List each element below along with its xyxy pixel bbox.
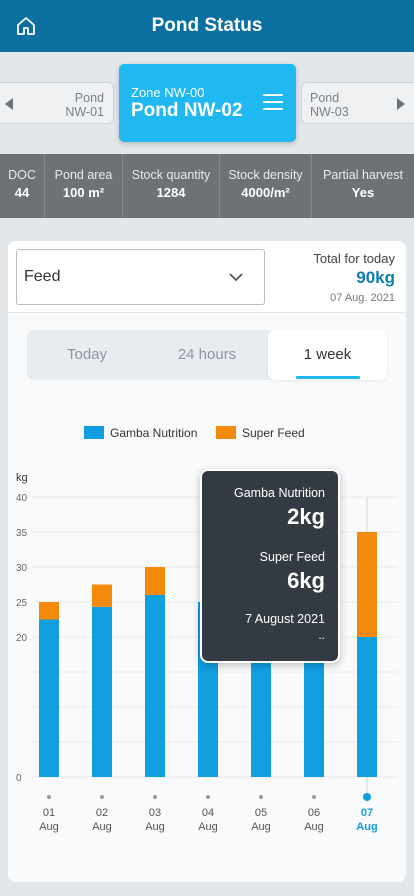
pond-name: Pond NW-02 <box>131 100 243 121</box>
stat-label: Stock density <box>228 168 303 182</box>
total-date: 07 Aug. 2021 <box>330 292 395 304</box>
stat-stock-quantity: Stock quantity 1284 <box>123 154 220 218</box>
zone-label: Zone NW-00 <box>131 85 205 100</box>
stat-value: Yes <box>351 185 375 200</box>
bar-super-feed <box>357 532 377 637</box>
tooltip-series1-value: 2kg <box>287 504 325 529</box>
x-tick-label-day: 04 <box>202 807 214 819</box>
legend-label-gamba: Gamba Nutrition <box>110 426 198 440</box>
menu-icon[interactable] <box>263 94 283 110</box>
x-tick-label-day: 01 <box>43 807 55 819</box>
y-tick-label: 35 <box>16 528 28 539</box>
x-tick-label-month: Aug <box>198 821 218 833</box>
stat-partial-harvest: Partial harvest Yes <box>312 154 414 218</box>
x-tick-label-day: 03 <box>149 807 161 819</box>
x-tick-label-day: 06 <box>308 807 320 819</box>
feed-dropdown[interactable]: Feed <box>16 249 265 305</box>
x-tick-label-month: Aug <box>92 821 112 833</box>
tab-1-week-label: 1 week <box>303 346 352 363</box>
tab-24-hours[interactable]: 24 hours <box>177 346 237 363</box>
y-tick-label: 25 <box>16 598 28 609</box>
x-tick-dot <box>153 795 157 799</box>
chevron-down-icon <box>229 273 243 282</box>
total-label: Total for today <box>313 251 395 266</box>
feed-card: Feed Total for today 90kg 07 Aug. 2021 T… <box>8 241 406 882</box>
x-tick-dot <box>259 795 263 799</box>
legend-item-super-feed: Super Feed <box>216 426 305 440</box>
bar-gamba-nutrition <box>357 637 377 777</box>
x-tick-label-month: Aug <box>304 821 324 833</box>
y-tick-label: 30 <box>16 563 28 574</box>
stat-value: 4000/m² <box>241 185 290 200</box>
tooltip-series2-value: 6kg <box>287 568 325 593</box>
tab-today[interactable]: Today <box>66 346 108 363</box>
next-pond-id: NW-03 <box>310 105 349 119</box>
y-tick-label: 20 <box>16 633 28 644</box>
feed-dropdown-value: Feed <box>24 268 61 285</box>
y-tick-label: 0 <box>16 773 22 784</box>
pond-selector: Pond NW-01 Zone NW-00 Pond NW-02 Pond NW… <box>0 52 414 154</box>
bar-gamba-nutrition <box>39 619 59 777</box>
y-axis-label: kg <box>16 472 28 484</box>
stat-value: 44 <box>14 185 30 200</box>
page-title: Pond Status <box>151 15 263 36</box>
x-tick-dot <box>363 793 371 801</box>
legend-label-super-feed: Super Feed <box>242 426 305 440</box>
total-value: 90kg <box>356 268 395 287</box>
current-pond-card[interactable]: Zone NW-00 Pond NW-02 <box>119 64 296 142</box>
time-range-tabs: Today 24 hours 1 week <box>27 330 387 380</box>
app-header: Pond Status <box>0 0 414 52</box>
x-tick-label-day: 02 <box>96 807 108 819</box>
x-tick-dot <box>47 795 51 799</box>
stat-label: Stock quantity <box>131 168 211 182</box>
next-pond-label: Pond <box>310 91 340 105</box>
stat-label: Partial harvest <box>323 168 403 182</box>
next-pond-card[interactable]: Pond NW-03 <box>301 82 414 124</box>
prev-pond-label: Pond <box>74 91 104 105</box>
chart-tooltip: Gamba Nutrition 2kg Super Feed 6kg 7 Aug… <box>200 469 340 663</box>
bar-super-feed <box>145 567 165 595</box>
x-tick-dot <box>100 795 104 799</box>
legend-swatch-super-feed <box>216 426 236 439</box>
stat-label: DOC <box>8 168 36 182</box>
legend-swatch-gamba <box>84 426 104 439</box>
pond-stats: DOC 44 Pond area 100 m² Stock quantity 1… <box>0 154 414 218</box>
x-tick-label-month: Aug <box>251 821 271 833</box>
x-tick-dot <box>206 795 210 799</box>
bar-super-feed <box>39 602 59 620</box>
x-tick-label-day: 07 <box>361 807 373 819</box>
stat-doc: DOC 44 <box>0 154 45 218</box>
x-tick-label-month: Aug <box>145 821 165 833</box>
bar-gamba-nutrition <box>145 595 165 777</box>
tooltip-series2-name: Super Feed <box>259 550 325 564</box>
prev-pond-card[interactable]: Pond NW-01 <box>0 82 114 124</box>
tooltip-series1-name: Gamba Nutrition <box>233 486 325 500</box>
stat-value: 1284 <box>156 185 186 200</box>
y-tick-label: 40 <box>16 493 28 504</box>
bar-gamba-nutrition <box>92 606 112 777</box>
feed-card-header: Feed Total for today 90kg 07 Aug. 2021 <box>8 241 406 313</box>
x-tick-dot <box>312 795 316 799</box>
x-tick-label-month: Aug <box>39 821 59 833</box>
arrow-right-icon[interactable] <box>397 98 405 110</box>
stat-label: Pond area <box>54 168 113 182</box>
arrow-left-icon[interactable] <box>5 98 13 110</box>
tab-1-week[interactable]: 1 week <box>268 330 387 380</box>
tooltip-date: 7 August 2021 <box>245 612 325 626</box>
x-tick-label-day: 05 <box>255 807 267 819</box>
home-icon[interactable] <box>14 14 38 38</box>
stat-pond-area: Pond area 100 m² <box>45 154 123 218</box>
stat-stock-density: Stock density 4000/m² <box>220 154 312 218</box>
bar-super-feed <box>92 584 112 607</box>
x-tick-label-month: Aug <box>356 821 377 833</box>
prev-pond-id: NW-01 <box>65 105 104 119</box>
legend-item-gamba: Gamba Nutrition <box>84 426 197 440</box>
tooltip-more: .. <box>318 628 325 642</box>
feed-bar-chart: 0 20 25 30 35 40 kg 01 Aug 02 Aug 03 Aug 04 Aug 05 Aug 06… <box>16 472 398 833</box>
active-tab-indicator <box>296 376 360 379</box>
stat-value: 100 m² <box>62 185 105 200</box>
